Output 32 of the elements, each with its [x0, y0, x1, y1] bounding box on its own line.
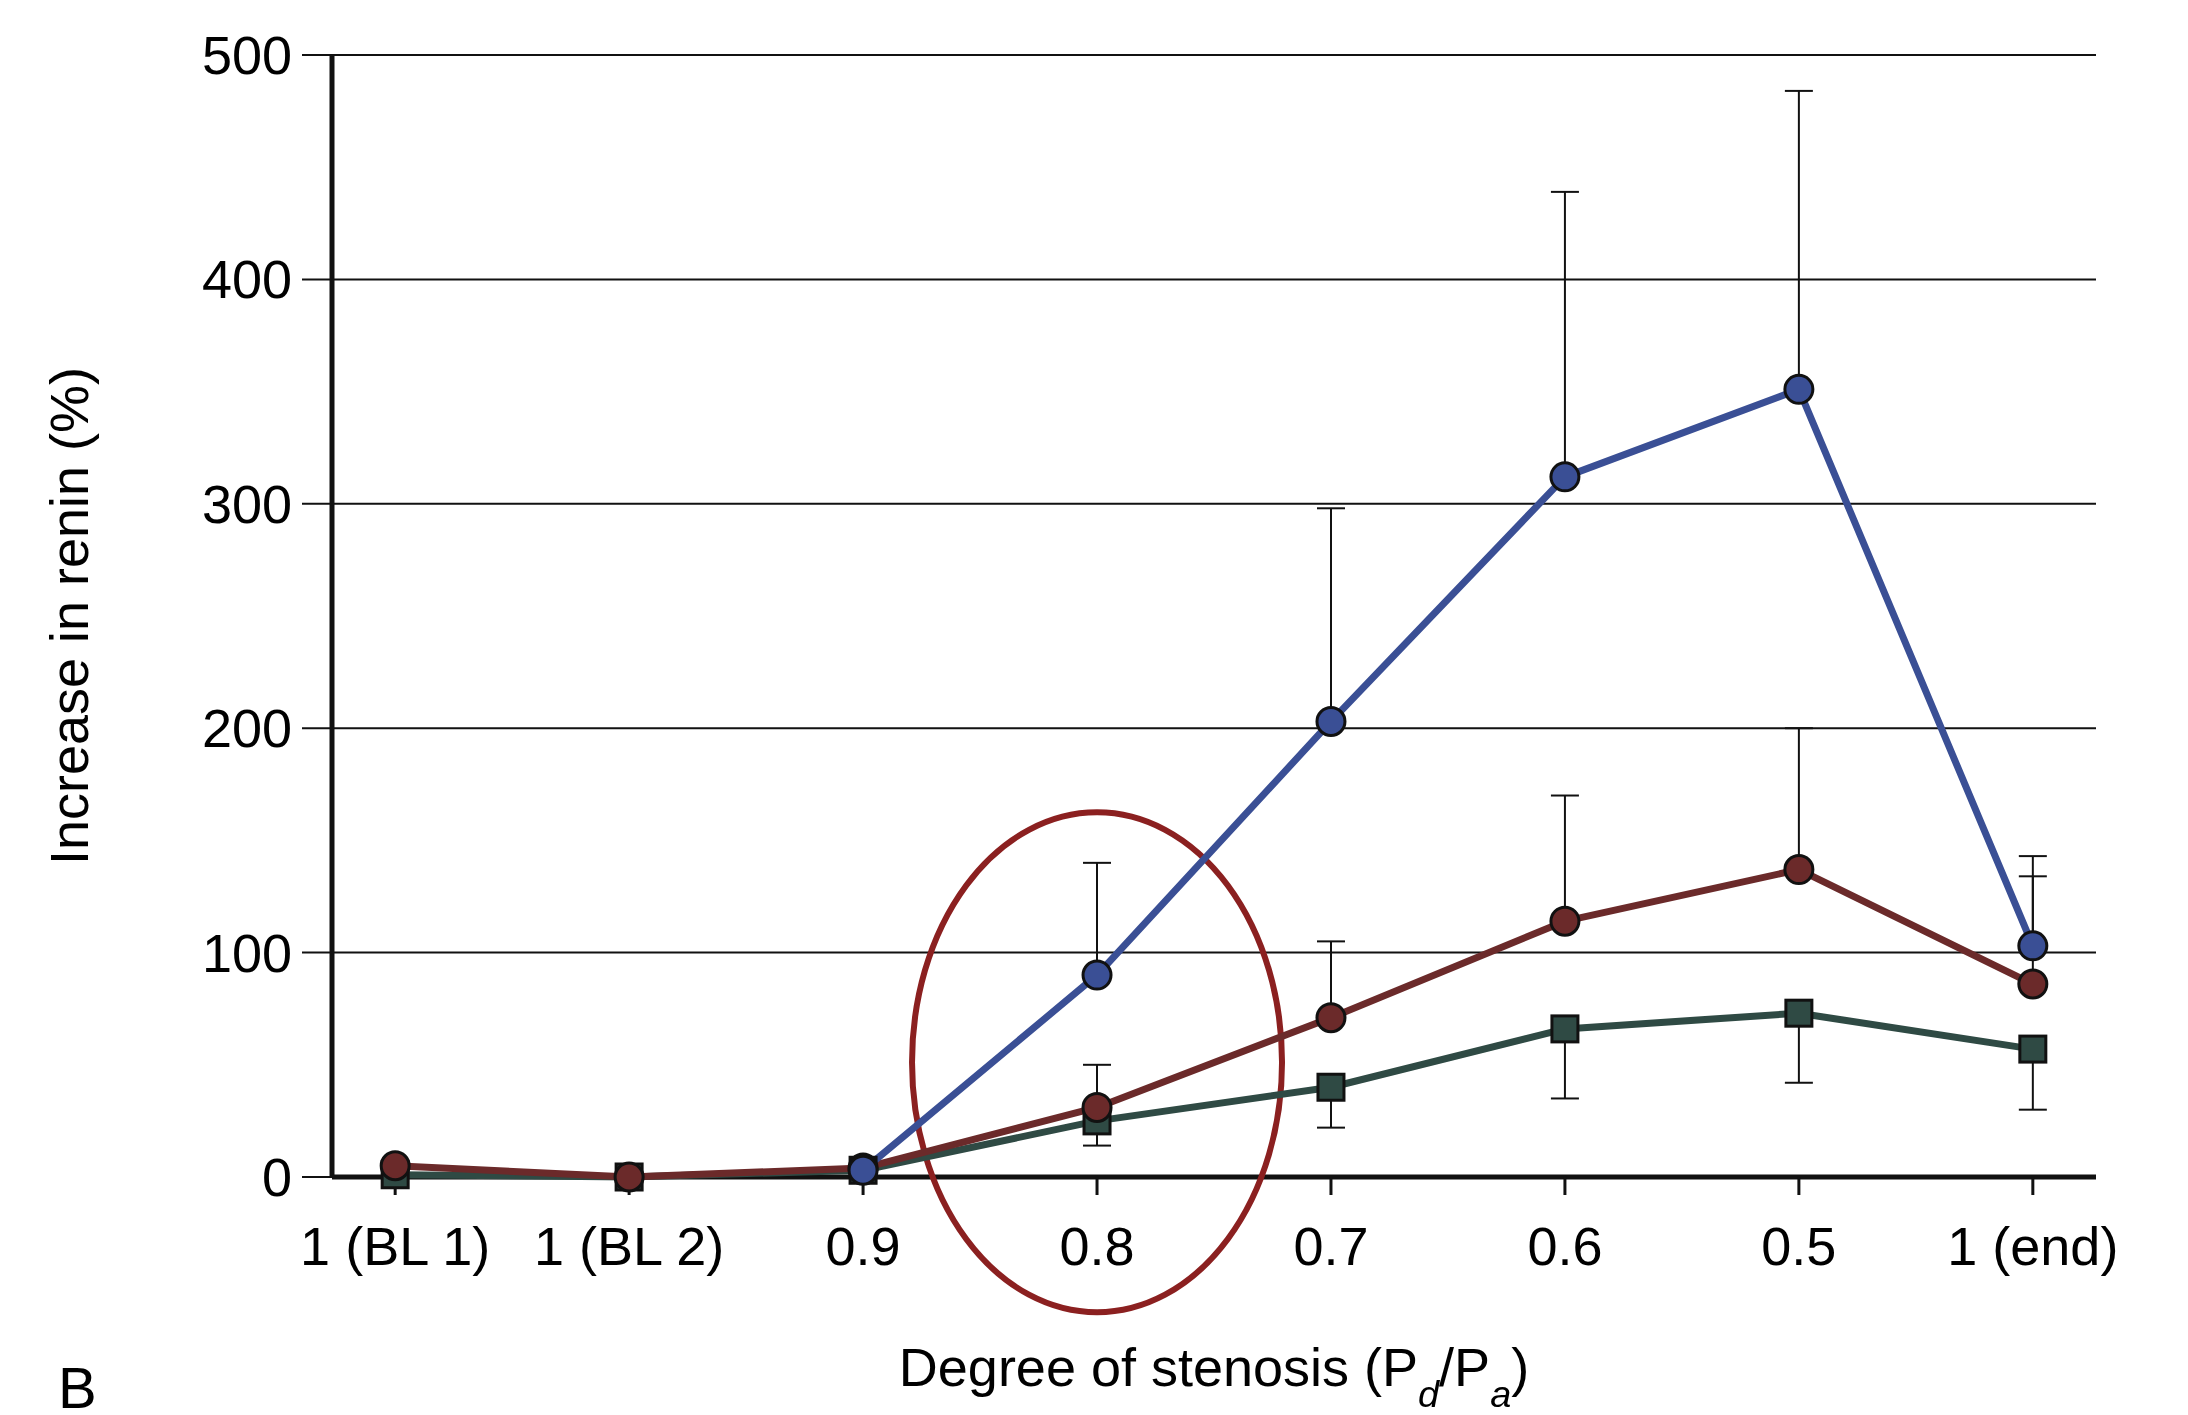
point: [1315, 705, 1347, 737]
point: [2017, 968, 2049, 1000]
point: [1549, 461, 1581, 493]
x-tick-label: 1 (end): [1947, 1216, 2119, 1276]
x-tick-label: 1 (BL 2): [534, 1216, 725, 1276]
x-tick-label: 0.9: [825, 1216, 901, 1276]
point: [2018, 1034, 2048, 1064]
x-tick-label: 0.6: [1527, 1216, 1603, 1276]
point: [1081, 959, 1113, 991]
point: [1784, 998, 1814, 1028]
y-tick-label: 300: [201, 473, 292, 534]
y-tick-label: 400: [201, 249, 292, 310]
point: [1783, 373, 1815, 405]
y-tick-label: 100: [201, 922, 292, 983]
y-tick-label: 200: [201, 698, 292, 759]
y-axis-title: Increase in renin (%): [39, 366, 99, 866]
x-tick-label: 0.5: [1761, 1216, 1837, 1276]
point: [1549, 905, 1581, 937]
x-tick-label: 1 (BL 1): [300, 1216, 491, 1276]
point: [1081, 1091, 1113, 1123]
point: [1316, 1072, 1346, 1102]
point: [1783, 854, 1815, 886]
point: [379, 1150, 411, 1182]
point: [1315, 1002, 1347, 1034]
y-tick-label: 0: [261, 1146, 292, 1207]
x-axis-title: Degree of stenosis (P$_{d}$/P$_{a}$): [898, 1337, 1530, 1415]
y-tick-label: 500: [201, 24, 292, 85]
point: [1550, 1014, 1580, 1044]
point: [2017, 930, 2049, 962]
x-tick-label: 0.8: [1059, 1216, 1135, 1276]
text: B: [58, 1355, 97, 1415]
x-tick-label: 0.7: [1293, 1216, 1369, 1276]
